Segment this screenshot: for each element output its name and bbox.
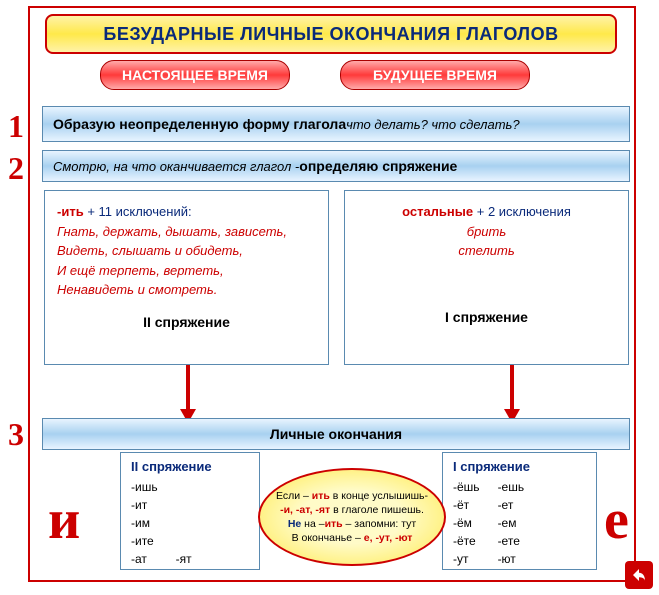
mnemonic-oval: Если – ить в конце услышишь- -и, -ат, -я…	[258, 468, 446, 566]
exc-l1: Гнать, держать, дышать, зависеть,	[57, 223, 316, 241]
present-tense-label: НАСТОЯЩЕЕ ВРЕМЯ	[122, 67, 268, 83]
conj1-col2: -ешь -ет -ем -ете -ют	[498, 478, 525, 568]
conj2-col2: -ят	[176, 478, 192, 568]
conjugation-1-rule: остальные + 2 исключения брить стелить I…	[344, 190, 629, 365]
exc1-l1: брить	[357, 223, 616, 241]
conj1-col1: -ёшь -ёт -ём -ёте -ут	[453, 478, 480, 568]
conjugation-2-rule: -ить + 11 исключений: Гнать, держать, ды…	[44, 190, 329, 365]
rule2-count: + 11 исключений:	[87, 204, 191, 219]
conjugation-2-endings: II спряжение -ишь -ит -им -ите -ат -ят	[120, 452, 260, 570]
mnem-l4: В окончанье – е, -ут, -ют	[292, 531, 413, 545]
main-title: БЕЗУДАРНЫЕ ЛИЧНЫЕ ОКОНЧАНИЯ ГЛАГОЛОВ	[45, 14, 617, 54]
step1-ital: что делать? что сделать?	[346, 117, 520, 132]
conjugation-1-endings: I спряжение -ёшь -ёт -ём -ёте -ут -ешь -…	[442, 452, 597, 570]
present-tense-tab: НАСТОЯЩЕЕ ВРЕМЯ	[100, 60, 290, 90]
step-number-1: 1	[8, 108, 24, 145]
arrow-left-icon	[178, 365, 198, 425]
title-text: БЕЗУДАРНЫЕ ЛИЧНЫЕ ОКОНЧАНИЯ ГЛАГОЛОВ	[103, 24, 558, 45]
step3-label: Личные окончания	[270, 426, 402, 442]
exc-l3: И ещё терпеть, вертеть,	[57, 262, 316, 280]
exc-l2: Видеть, слышать и обидеть,	[57, 242, 316, 260]
step2-plain: Смотрю, на что оканчивается глагол -	[53, 159, 299, 174]
rule1-rest: остальные	[402, 204, 473, 219]
conj2-col1: -ишь -ит -им -ите -ат	[131, 478, 158, 568]
return-icon	[630, 566, 648, 584]
future-tense-tab: БУДУЩЕЕ ВРЕМЯ	[340, 60, 530, 90]
arrow-right-icon	[502, 365, 522, 425]
step-number-3: 3	[8, 416, 24, 453]
step2-bold: определяю спряжение	[299, 158, 457, 174]
rule2-suffix: -ить	[57, 204, 84, 219]
step-2-bar: Смотрю, на что оканчивается глагол - опр…	[42, 150, 630, 182]
exc-l4: Ненавидеть и смотреть.	[57, 281, 316, 299]
letter-i: и	[48, 488, 80, 552]
conj1-label: I спряжение	[357, 308, 616, 327]
mnem-l2: -и, -ат, -ят в глаголе пишешь.	[280, 503, 424, 517]
letter-e: е	[604, 488, 629, 552]
exc1-l2: стелить	[357, 242, 616, 260]
step1-bold: Образую неопределенную форму глагола	[53, 116, 346, 132]
conj2-hdr: II спряжение	[131, 459, 249, 474]
return-button[interactable]	[625, 561, 653, 589]
conj2-label: II спряжение	[57, 313, 316, 332]
mnem-l1: Если – ить в конце услышишь-	[276, 489, 428, 503]
step-number-2: 2	[8, 150, 24, 187]
future-tense-label: БУДУЩЕЕ ВРЕМЯ	[373, 67, 497, 83]
step-1-bar: Образую неопределенную форму глагола что…	[42, 106, 630, 142]
rule1-count: + 2 исключения	[477, 204, 571, 219]
mnem-l3: Не на –ить – запомни: тут	[288, 517, 416, 531]
conj1-hdr: I спряжение	[453, 459, 586, 474]
step-3-bar: Личные окончания	[42, 418, 630, 450]
